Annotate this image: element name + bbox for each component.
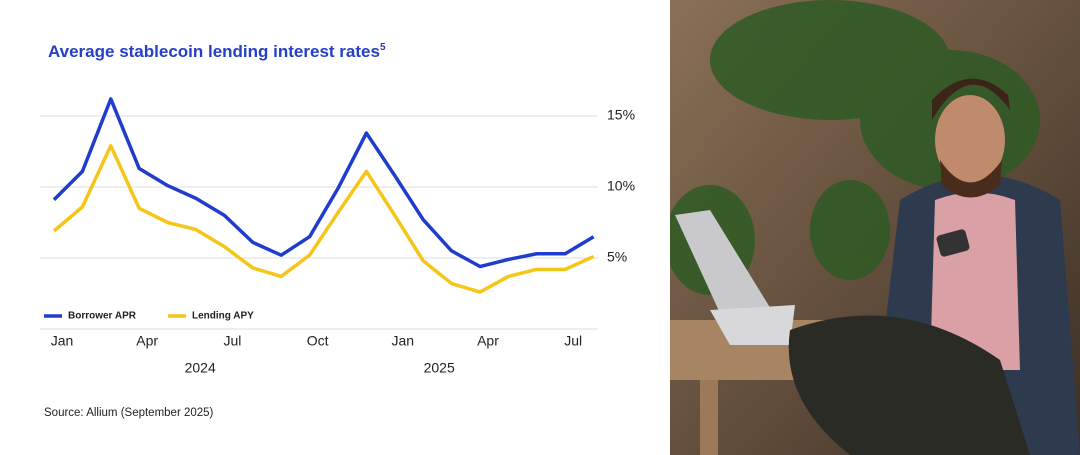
legend-label: Borrower APR [68, 311, 137, 322]
year-label: 2024 [185, 360, 216, 376]
x-tick-label: Jul [564, 333, 582, 349]
chart-title: Average stablecoin lending interest rate… [48, 42, 386, 62]
beard [940, 160, 1002, 198]
hair [932, 78, 1010, 120]
series-line [52, 97, 595, 269]
photo [670, 0, 1080, 455]
source-note: Source: Allium (September 2025) [44, 407, 214, 419]
legs [788, 315, 1030, 455]
y-tick-label: 5% [607, 249, 627, 265]
x-tick-label: Jan [51, 333, 74, 349]
chart: Average stablecoin lending interest rate… [40, 42, 635, 419]
x-tick-label: Apr [136, 333, 158, 349]
face [935, 95, 1005, 185]
y-tick-label: 15% [607, 107, 635, 123]
x-tick-label: Oct [307, 333, 329, 349]
phone [936, 229, 970, 257]
title-text: Average stablecoin lending interest rate… [48, 42, 380, 61]
legend-label: Lending APY [192, 311, 254, 322]
series-line [52, 144, 595, 294]
laptop-base [710, 305, 795, 345]
desk-leg [700, 380, 718, 455]
footnote-marker: 5 [380, 42, 386, 53]
x-tick-label: Jan [392, 333, 415, 349]
x-tick-label: Jul [223, 333, 241, 349]
x-tick-label: Apr [477, 333, 499, 349]
y-tick-label: 10% [607, 178, 635, 194]
year-label: 2025 [424, 360, 455, 376]
